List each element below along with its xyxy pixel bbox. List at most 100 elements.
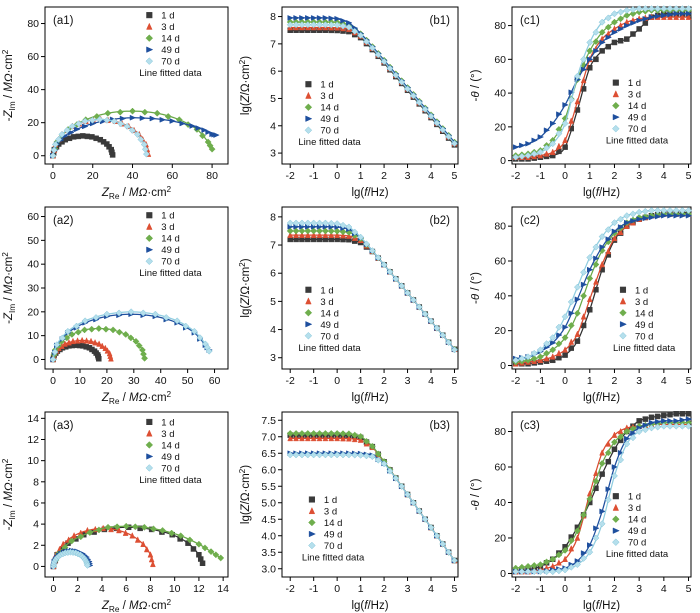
y-axis-label: -θ / (°)	[470, 272, 482, 304]
y-tick-label: 0	[500, 155, 506, 167]
legend-item-label: 14 d	[161, 34, 180, 45]
plot-frame	[511, 206, 692, 370]
series-14d	[50, 522, 225, 570]
x-tick-label: 3	[636, 583, 642, 595]
y-tick-label: 20	[27, 306, 39, 318]
x-axis-label: lg(f/Hz)	[583, 600, 620, 612]
legend-item-label: 14 d	[324, 518, 343, 529]
x-axis-label: ZRe / MΩ·cm2	[101, 390, 172, 405]
x-tick-label: 2	[612, 170, 618, 182]
legend-item-label: 49 d	[320, 114, 339, 125]
y-tick-label: 30	[27, 283, 39, 295]
legend-item-label: 14 d	[635, 308, 654, 319]
panel-label: (c1)	[520, 15, 540, 27]
y-tick-label: 7	[270, 240, 276, 252]
fitted-line	[290, 24, 455, 144]
y-tick-label: 10	[27, 455, 39, 467]
chart-a1: 0 20 40 60 80 0 20 40 60 80 ZRe / MΩ·cm2 -ZIm / MΩ·…	[1, 6, 229, 200]
plot-frame	[511, 411, 692, 578]
series-14d	[286, 227, 458, 353]
y-tick-label: 60	[27, 51, 39, 63]
y-tick-label: 20	[494, 325, 506, 337]
legend-item-label: 14 d	[161, 440, 180, 451]
x-tick-label: -2	[511, 170, 520, 182]
chart-b2: -2 -1 0 1 2 3 4 5 3 4 5 6 7 8 lg(f/Hz) lg(Z/Ω·cm2) 1 d3 …	[238, 206, 459, 404]
chart-c2: -2 -1 0 1 2 3 4 5 0 20 40 60 80 lg(f/Hz) -θ / (°) 1 d3 …	[470, 206, 693, 404]
legend-item-label: 1 d	[628, 492, 641, 503]
panel-label: (b3)	[430, 420, 451, 432]
y-tick-label: 60	[494, 256, 506, 268]
legend-item-label: 49 d	[161, 452, 180, 463]
series-70d	[512, 207, 692, 364]
series-49d	[287, 15, 459, 146]
x-tick-label: -2	[286, 170, 295, 182]
x-tick-label: 2	[381, 583, 387, 595]
x-tick-label: 30	[128, 375, 140, 387]
legend-item-label: 3 d	[635, 297, 648, 308]
panel-a3: 0 2 4 6 8 10 12 14 0 2 4 6 8 10 12 14 ZRe / MΩ·cm2 -ZIm /…	[0, 405, 237, 613]
panel-label: (a1)	[53, 15, 74, 27]
x-tick-label: 2	[381, 375, 387, 387]
panel-a1: 0 20 40 60 80 0 20 40 60 80 ZRe / MΩ·cm2 -ZIm / MΩ·…	[0, 0, 237, 200]
axes: 0 10 20 30 40 50 60 0 10 20 30 40 50 60	[27, 211, 220, 387]
x-tick-label: -2	[511, 375, 520, 387]
x-tick-label: 5	[686, 583, 692, 595]
y-tick-label: 10	[27, 330, 39, 342]
x-axis-label: lg(f/Hz)	[351, 392, 388, 404]
x-tick-label: 1	[587, 583, 593, 595]
legend-fitted-label: Line fitted data	[606, 136, 669, 147]
fitted-line	[290, 226, 455, 350]
legend-fitted-label: Line fitted data	[139, 268, 202, 279]
series-70d	[49, 308, 213, 363]
plot-frame	[511, 6, 692, 165]
x-tick-label: 4	[661, 583, 667, 595]
x-tick-label: -1	[309, 583, 318, 595]
series-70d	[512, 422, 692, 576]
y-axis-label: lg(Z/Ω·cm2)	[238, 258, 252, 317]
series-70d	[286, 451, 458, 564]
x-tick-label: 0	[562, 375, 568, 387]
x-tick-label: 2	[75, 583, 81, 595]
x-tick-label: 4	[661, 170, 667, 182]
x-tick-label: 3	[405, 170, 411, 182]
legend-fitted-label: Line fitted data	[139, 475, 202, 486]
fitted-line	[515, 413, 689, 573]
fitted-line	[290, 21, 455, 143]
axes: -2 -1 0 1 2 3 4 5 0 20 40 60 80	[494, 426, 691, 595]
series-70d	[286, 219, 458, 354]
legend-item-label: 70 d	[635, 331, 654, 342]
y-tick-label: 50	[27, 235, 39, 247]
y-tick-label: 4	[33, 519, 39, 531]
panel-label: (a2)	[53, 215, 74, 227]
y-tick-label: 60	[494, 54, 506, 66]
series-70d	[286, 21, 458, 147]
fitted-line	[290, 17, 455, 143]
x-tick-label: 50	[182, 375, 194, 387]
x-tick-label: 0	[334, 375, 340, 387]
series-14d	[286, 18, 458, 146]
legend-item-label: 3 d	[161, 429, 174, 440]
y-axis-label: -ZIm / MΩ·cm2	[1, 458, 17, 530]
y-tick-label: 80	[494, 221, 506, 233]
x-tick-label: 12	[193, 583, 205, 595]
x-tick-label: 1	[587, 375, 593, 387]
x-tick-label: 3	[405, 583, 411, 595]
panel-label: (a3)	[53, 420, 74, 432]
y-tick-label: 0	[33, 354, 39, 366]
y-axis-label: lg(Z/Ω·cm2)	[238, 56, 252, 115]
series-70d	[512, 5, 692, 161]
legend-item-label: 49 d	[320, 320, 339, 331]
x-tick-label: 60	[166, 170, 178, 182]
y-tick-label: 40	[27, 259, 39, 271]
y-tick-label: 20	[494, 532, 506, 544]
panel-b3: -2 -1 0 1 2 3 4 5 3.0 3.5 4.0 4.5 5.0 5.5 6.0 6.5 7.0 7.5…	[237, 405, 467, 613]
legend-item-label: 1 d	[161, 11, 174, 22]
y-tick-label: 6	[270, 268, 276, 280]
legend-item-label: 70 d	[628, 124, 647, 135]
